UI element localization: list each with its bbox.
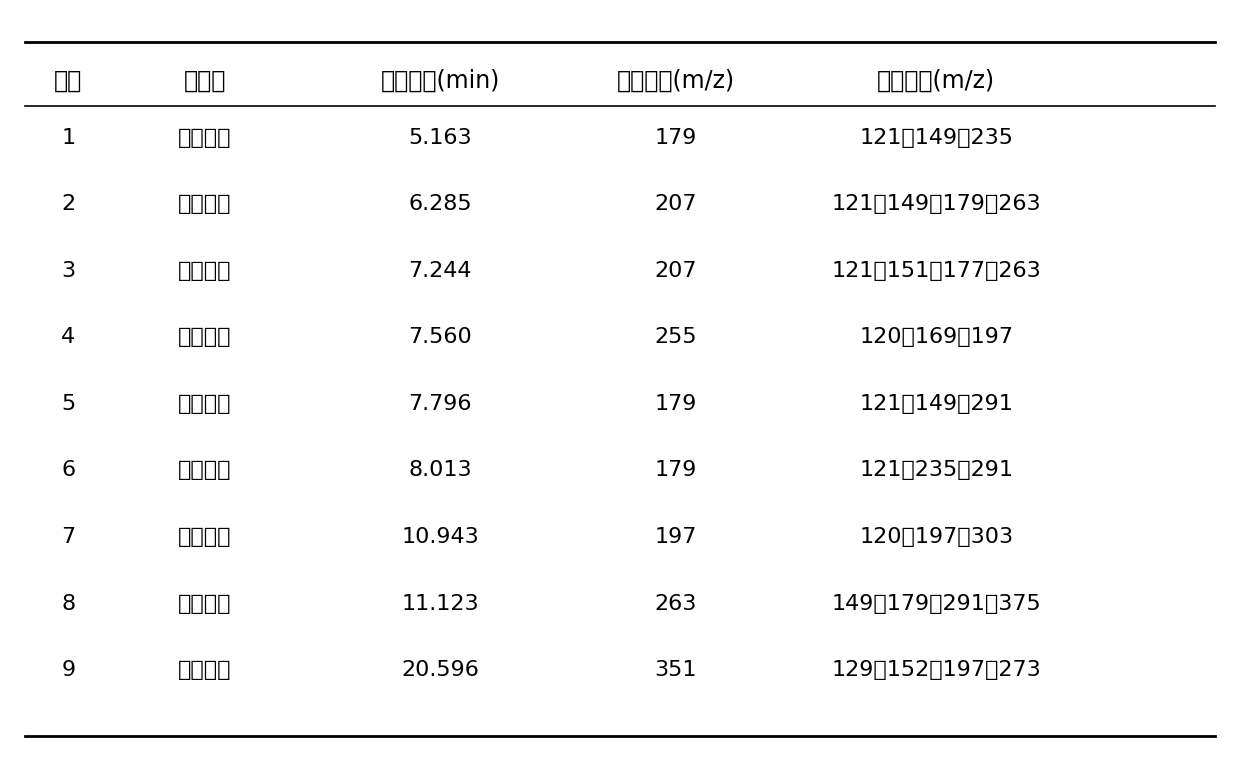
Text: 10.943: 10.943: [402, 527, 479, 547]
Text: 263: 263: [655, 594, 697, 614]
Text: 四丁基锡: 四丁基锡: [177, 461, 232, 480]
Text: 一辛基锡: 一辛基锡: [177, 394, 232, 414]
Text: 179: 179: [655, 128, 697, 148]
Text: 351: 351: [655, 660, 697, 680]
Text: 6.285: 6.285: [408, 194, 472, 214]
Text: 255: 255: [655, 327, 697, 347]
Text: 179: 179: [655, 461, 697, 480]
Text: 7: 7: [61, 527, 76, 547]
Text: 7.244: 7.244: [408, 261, 472, 281]
Text: 8.013: 8.013: [408, 461, 472, 480]
Text: 一苯基锡: 一苯基锡: [177, 327, 232, 347]
Text: 峰号: 峰号: [55, 68, 82, 93]
Text: 分析物: 分析物: [184, 68, 226, 93]
Text: 207: 207: [655, 194, 697, 214]
Text: 121，149，179，263: 121，149，179，263: [831, 194, 1042, 214]
Text: 120，169，197: 120，169，197: [859, 327, 1013, 347]
Text: 8: 8: [61, 594, 76, 614]
Text: 6: 6: [61, 461, 76, 480]
Text: 7.560: 7.560: [408, 327, 472, 347]
Text: 197: 197: [655, 527, 697, 547]
Text: 二丁基锡: 二丁基锡: [177, 194, 232, 214]
Text: 1: 1: [61, 128, 76, 148]
Text: 207: 207: [655, 261, 697, 281]
Text: 二辛基锡: 二辛基锡: [177, 594, 232, 614]
Text: 121，235，291: 121，235，291: [859, 461, 1013, 480]
Text: 149，179，291，375: 149，179，291，375: [831, 594, 1042, 614]
Text: 三苯基锡: 三苯基锡: [177, 660, 232, 680]
Text: 129，152，197，273: 129，152，197，273: [831, 660, 1042, 680]
Text: 121，149，291: 121，149，291: [859, 394, 1013, 414]
Text: 二苯基锡: 二苯基锡: [177, 527, 232, 547]
Text: 9: 9: [61, 660, 76, 680]
Text: 2: 2: [61, 194, 76, 214]
Text: 5: 5: [61, 394, 76, 414]
Text: 179: 179: [655, 394, 697, 414]
Text: 定量离子(m/z): 定量离子(m/z): [616, 68, 735, 93]
Text: 5.163: 5.163: [408, 128, 472, 148]
Text: 保留时间(min): 保留时间(min): [381, 68, 500, 93]
Text: 120，197，303: 120，197，303: [859, 527, 1013, 547]
Text: 一丁基锡: 一丁基锡: [177, 128, 232, 148]
Text: 3: 3: [61, 261, 76, 281]
Text: 11.123: 11.123: [402, 594, 479, 614]
Text: 定性离子(m/z): 定性离子(m/z): [877, 68, 996, 93]
Text: 20.596: 20.596: [402, 660, 479, 680]
Text: 121，151，177，263: 121，151，177，263: [831, 261, 1042, 281]
Text: 三丁基锡: 三丁基锡: [177, 261, 232, 281]
Text: 7.796: 7.796: [408, 394, 472, 414]
Text: 4: 4: [61, 327, 76, 347]
Text: 121，149，235: 121，149，235: [859, 128, 1013, 148]
